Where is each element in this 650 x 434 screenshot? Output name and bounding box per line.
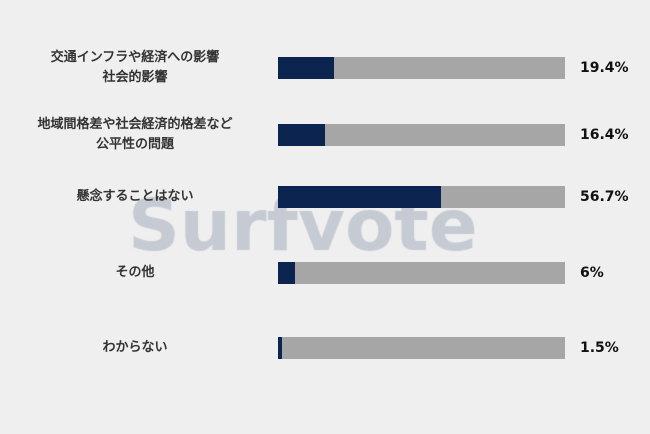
- bar: [278, 57, 334, 79]
- category-label: わからない: [10, 338, 260, 358]
- bar: [278, 124, 326, 146]
- bar: [278, 337, 283, 359]
- value-label: 16.4%: [580, 127, 629, 143]
- bar-track: [278, 262, 565, 284]
- category-label-line: その他: [115, 265, 155, 280]
- category-label-line: 懸念することはない: [76, 189, 194, 204]
- category-label-line: 社会的影響: [102, 70, 168, 85]
- bar-track: [278, 57, 565, 79]
- bar-row: 懸念することはない 56.7%: [0, 177, 650, 217]
- value-label: 1.5%: [580, 340, 619, 356]
- bar-row: 地域間格差や社会経済的格差など 公平性の問題 16.4%: [0, 115, 650, 155]
- category-label: その他: [10, 263, 260, 283]
- bar-row: わからない 1.5%: [0, 328, 650, 368]
- bar-track: [278, 124, 565, 146]
- bar: [278, 262, 296, 284]
- bar-track: [278, 186, 565, 208]
- category-label-line: 交通インフラや経済への影響: [50, 50, 220, 65]
- category-label: 懸念することはない: [10, 187, 260, 207]
- category-label: 交通インフラや経済への影響 社会的影響: [10, 48, 260, 88]
- bar: [278, 186, 441, 208]
- bar-track: [278, 337, 565, 359]
- category-label-line: わからない: [102, 340, 168, 355]
- value-label: 6%: [580, 265, 604, 281]
- category-label: 地域間格差や社会経済的格差など 公平性の問題: [10, 115, 260, 155]
- value-label: 56.7%: [580, 189, 629, 205]
- bar-row: その他 6%: [0, 253, 650, 293]
- value-label: 19.4%: [580, 60, 629, 76]
- bar-row: 交通インフラや経済への影響 社会的影響 19.4%: [0, 48, 650, 88]
- category-label-line: 公平性の問題: [95, 137, 174, 152]
- category-label-line: 地域間格差や社会経済的格差など: [37, 117, 233, 132]
